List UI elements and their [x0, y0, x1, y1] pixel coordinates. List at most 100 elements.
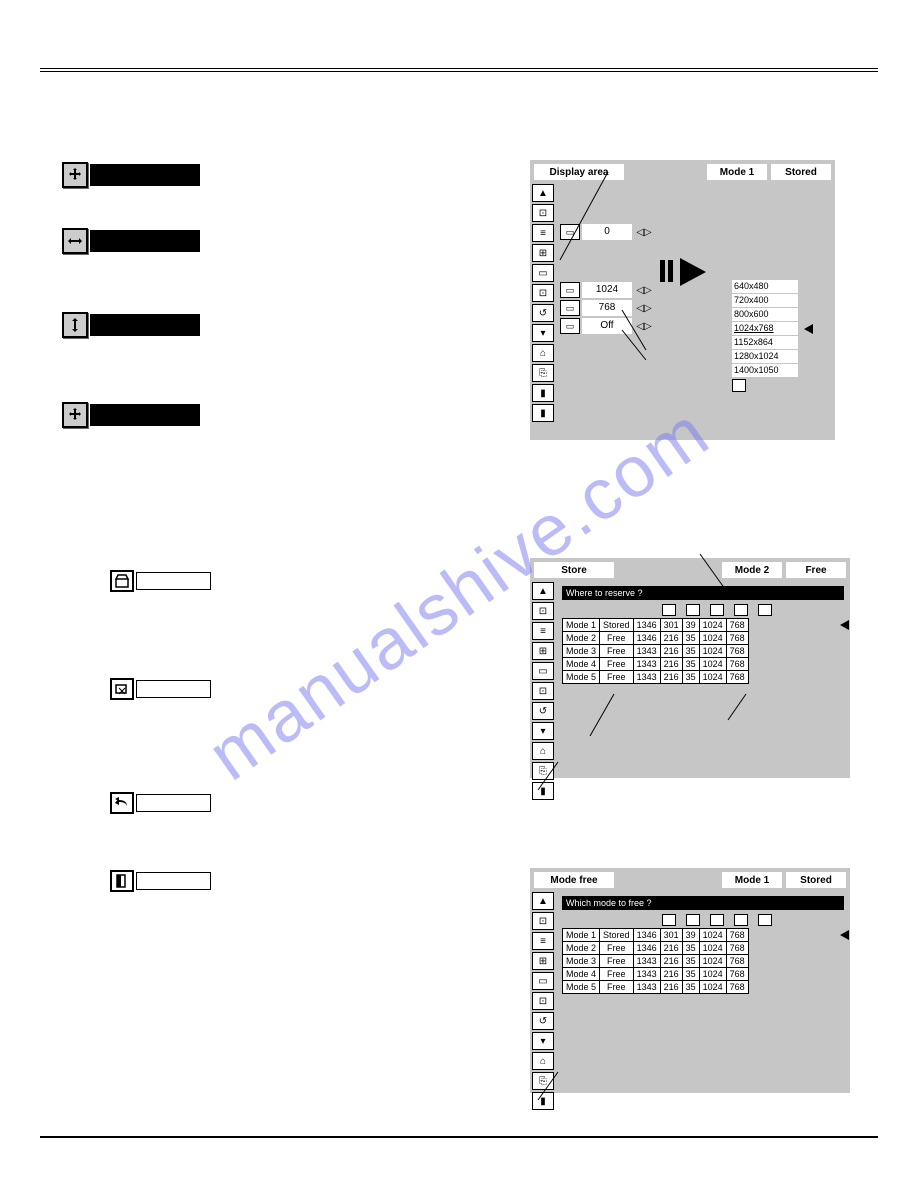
table-cell: 1346: [633, 942, 660, 955]
resolution-option[interactable]: 1280x1024: [732, 350, 798, 363]
sidebar-icon-9[interactable]: ⎘: [532, 364, 554, 382]
sidebar-icon-7[interactable]: ▾: [532, 324, 554, 342]
table-cell: 301: [660, 619, 682, 632]
sidebar-icon-0[interactable]: ▲: [532, 582, 554, 600]
item-label: [136, 872, 211, 890]
sidebar-icon-10[interactable]: ▮: [532, 782, 554, 800]
resolution-option[interactable]: 640x480: [732, 280, 798, 293]
column-header-icon: [686, 604, 700, 616]
value-row-0[interactable]: ▭0◁▷: [560, 224, 654, 240]
table-row[interactable]: Mode 5Free1343216351024768: [563, 981, 749, 994]
row-arrows-icon[interactable]: ◁▷: [634, 318, 654, 334]
table-row[interactable]: Mode 1Stored1346301391024768: [563, 929, 749, 942]
panel-mf-mode[interactable]: Mode 1: [722, 872, 782, 888]
row-value[interactable]: 0: [582, 224, 632, 240]
sidebar-icon-4[interactable]: ▭: [532, 264, 554, 282]
value-row-3[interactable]: ▭1024◁▷: [560, 282, 654, 298]
table-cell: 768: [726, 632, 748, 645]
table-row[interactable]: Mode 2Free1346216351024768: [563, 942, 749, 955]
sidebar-icon-10[interactable]: ▮: [532, 1092, 554, 1110]
sidebar-icon-3[interactable]: ⊞: [532, 244, 554, 262]
value-row-4[interactable]: ▭768◁▷: [560, 300, 654, 316]
row-value[interactable]: 1024: [582, 282, 632, 298]
sidebar-icon-3[interactable]: ⊞: [532, 642, 554, 660]
table-cell: Stored: [600, 619, 634, 632]
table-cell: 1343: [633, 671, 660, 684]
big-arrow-icon: [660, 258, 706, 286]
row-icon: ▭: [560, 282, 580, 298]
sidebar-icon-2[interactable]: ≡: [532, 932, 554, 950]
sidebar-icon-0[interactable]: ▲: [532, 892, 554, 910]
table-cell: 1024: [699, 942, 726, 955]
resolution-list[interactable]: 640x480720x400800x6001024x7681152x864128…: [728, 276, 802, 396]
sidebar-icon-2[interactable]: ≡: [532, 622, 554, 640]
sidebar-icon-9[interactable]: ⎘: [532, 1072, 554, 1090]
sidebar-icon-6[interactable]: ↺: [532, 1012, 554, 1030]
sidebar-icon-3[interactable]: ⊞: [532, 952, 554, 970]
quit-icon[interactable]: [732, 379, 746, 392]
table-row[interactable]: Mode 5Free1343216351024768: [563, 671, 749, 684]
table-cell: 35: [682, 645, 699, 658]
table-cell: 35: [682, 658, 699, 671]
sidebar-icon-8[interactable]: ⌂: [532, 1052, 554, 1070]
sidebar-icon-2[interactable]: ≡: [532, 224, 554, 242]
row-arrows-icon[interactable]: ◁▷: [634, 300, 654, 316]
modefree-table[interactable]: Mode 1Stored1346301391024768Mode 2Free13…: [562, 928, 749, 994]
resolution-option[interactable]: 800x600: [732, 308, 798, 321]
row-value[interactable]: Off: [582, 318, 632, 334]
sidebar-icon-8[interactable]: ⌂: [532, 344, 554, 362]
resolution-option[interactable]: 720x400: [732, 294, 798, 307]
resolution-option[interactable]: 1152x864: [732, 336, 798, 349]
row-icon: ▭: [560, 300, 580, 316]
table-row[interactable]: Mode 1Stored1346301391024768: [563, 619, 749, 632]
panel-da-mode[interactable]: Mode 1: [707, 164, 767, 180]
sidebar-icon-11[interactable]: ▮: [532, 404, 554, 422]
mf-question: Which mode to free ?: [562, 896, 844, 910]
panel-store-status[interactable]: Free: [786, 562, 846, 578]
sidebar-icon-5[interactable]: ⊡: [532, 682, 554, 700]
sidebar-icon-4[interactable]: ▭: [532, 972, 554, 990]
table-cell: 216: [660, 968, 682, 981]
quit-icon: [110, 870, 134, 892]
sidebar-icon-7[interactable]: ▾: [532, 1032, 554, 1050]
row-arrows-icon[interactable]: ◁▷: [634, 282, 654, 298]
table-row[interactable]: Mode 4Free1343216351024768: [563, 968, 749, 981]
store-table[interactable]: Mode 1Stored1346301391024768Mode 2Free13…: [562, 618, 749, 684]
sidebar-icon-1[interactable]: ⊡: [532, 912, 554, 930]
row-arrows-icon[interactable]: ◁▷: [634, 224, 654, 240]
table-row[interactable]: Mode 3Free1343216351024768: [563, 955, 749, 968]
item-label: [90, 314, 200, 336]
table-cell: 35: [682, 968, 699, 981]
value-row-5[interactable]: ▭Off◁▷: [560, 318, 654, 334]
sidebar-icon-4[interactable]: ▭: [532, 662, 554, 680]
panel-mf-status[interactable]: Stored: [786, 872, 846, 888]
panel-modefree: Mode free Mode 1 Stored ▲⊡≡⊞▭⊡↺▾⌂⎘▮ Whic…: [530, 868, 850, 1093]
table-cell: Mode 1: [563, 619, 600, 632]
column-header-icon: [662, 914, 676, 926]
table-cell: 1024: [699, 671, 726, 684]
resolution-option[interactable]: 1024x768: [732, 322, 798, 335]
sidebar-icon-10[interactable]: ▮: [532, 384, 554, 402]
panel-store-mode[interactable]: Mode 2: [722, 562, 782, 578]
table-row[interactable]: Mode 4Free1343216351024768: [563, 658, 749, 671]
sidebar-icon-6[interactable]: ↺: [532, 702, 554, 720]
sidebar-icon-1[interactable]: ⊡: [532, 602, 554, 620]
sidebar-icon-0[interactable]: ▲: [532, 184, 554, 202]
sidebar-icon-5[interactable]: ⊡: [532, 992, 554, 1010]
sidebar-icon-8[interactable]: ⌂: [532, 742, 554, 760]
table-row[interactable]: Mode 3Free1343216351024768: [563, 645, 749, 658]
table-row[interactable]: Mode 2Free1346216351024768: [563, 632, 749, 645]
resolution-option[interactable]: 1400x1050: [732, 364, 798, 377]
sidebar-icon-6[interactable]: ↺: [532, 304, 554, 322]
sidebar-icon-7[interactable]: ▾: [532, 722, 554, 740]
sidebar-icon-1[interactable]: ⊡: [532, 204, 554, 222]
table-cell: 1024: [699, 619, 726, 632]
h-arrows-icon: [62, 228, 88, 254]
table-cell: 768: [726, 645, 748, 658]
undo-icon: [110, 792, 134, 814]
row-value[interactable]: 768: [582, 300, 632, 316]
sidebar-icon-5[interactable]: ⊡: [532, 284, 554, 302]
table-cell: 768: [726, 981, 748, 994]
sidebar-icon-9[interactable]: ⎘: [532, 762, 554, 780]
panel-da-status[interactable]: Stored: [771, 164, 831, 180]
